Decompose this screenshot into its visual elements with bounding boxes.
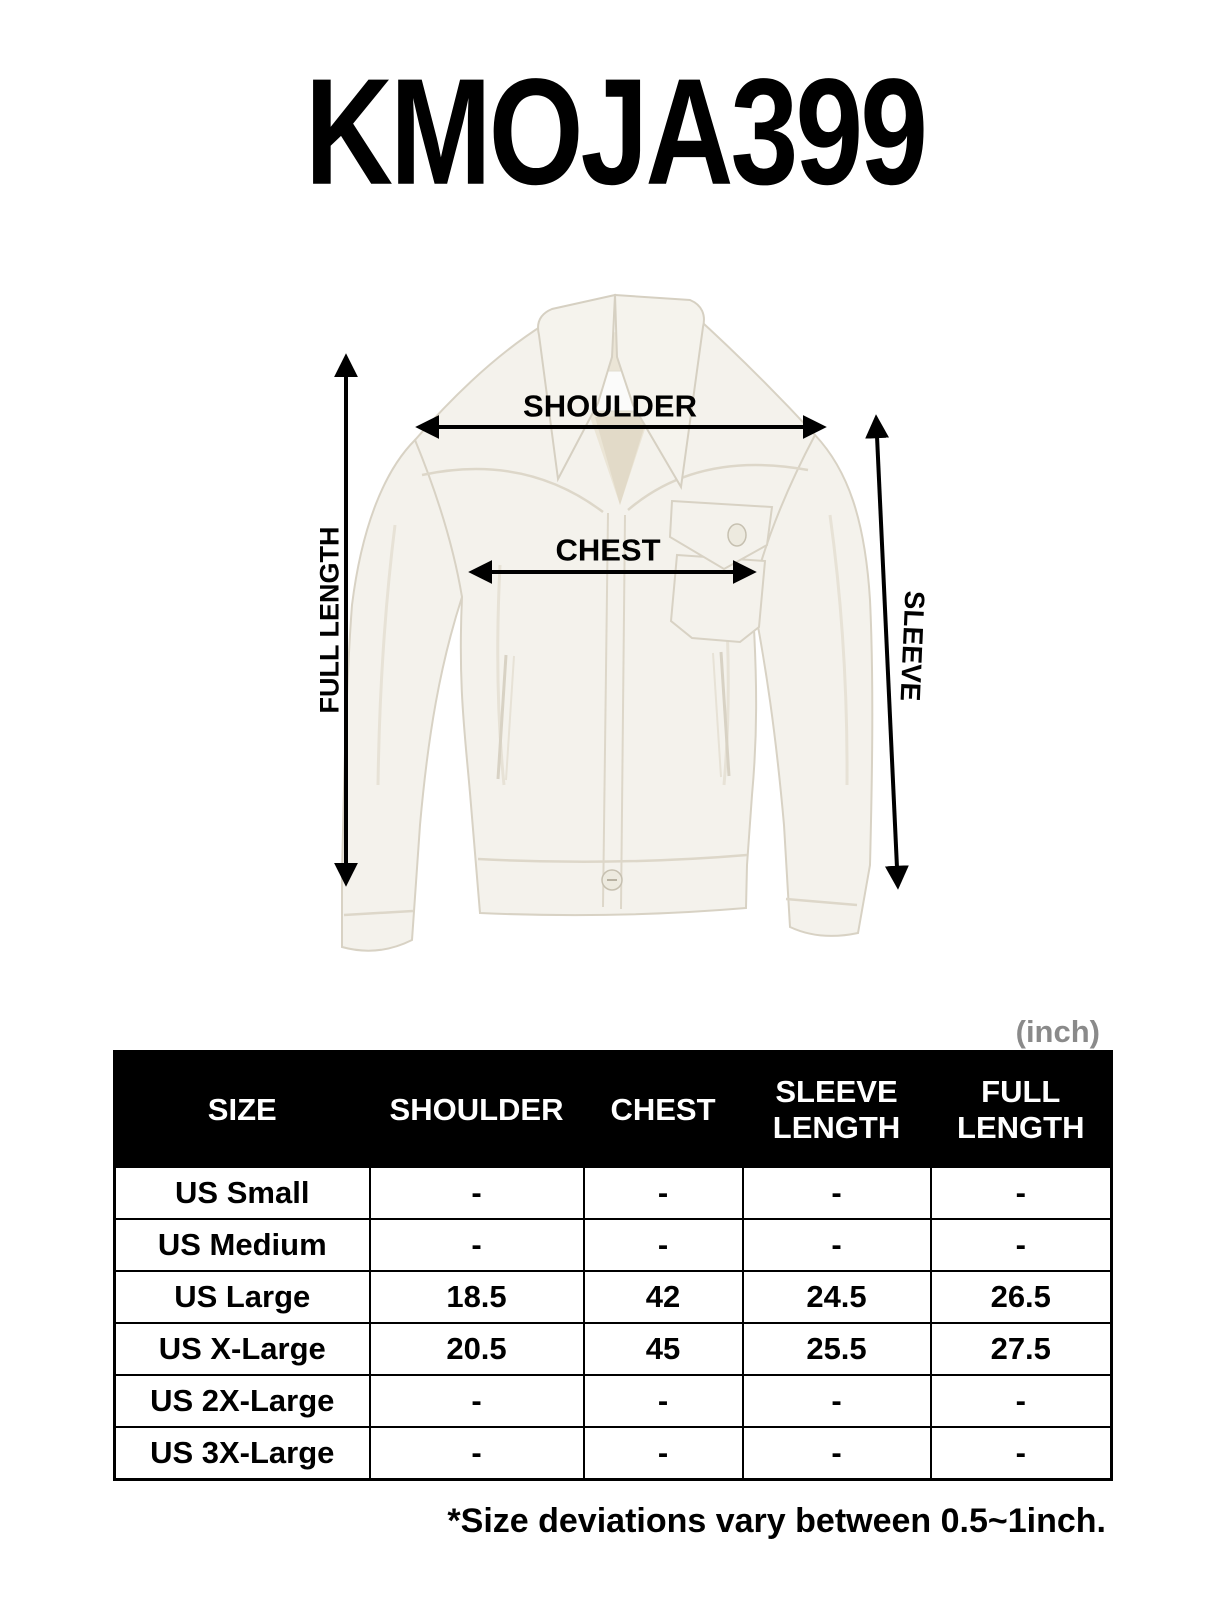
size-deviation-footnote: *Size deviations vary between 0.5~1inch.	[447, 1502, 1106, 1540]
table-header-row: SIZE SHOULDER CHEST SLEEVE LENGTH FULL L…	[113, 1050, 1113, 1168]
right-welt-pocket	[712, 652, 722, 778]
size-cell: US X-Large	[113, 1322, 371, 1376]
value-cell: -	[582, 1374, 744, 1428]
yoke-seam	[627, 463, 809, 511]
hem-seam	[477, 853, 748, 863]
value-cell: -	[741, 1374, 932, 1428]
value-cell: -	[929, 1374, 1113, 1428]
size-cell: US 3X-Large	[113, 1426, 371, 1481]
value-cell: -	[582, 1166, 744, 1220]
fold-line	[376, 524, 397, 786]
value-cell: -	[368, 1374, 585, 1428]
column-header-shoulder: SHOULDER	[368, 1050, 585, 1168]
column-header-size: SIZE	[113, 1050, 371, 1168]
column-header-full-length: FULL LENGTH	[929, 1050, 1113, 1168]
value-cell: 25.5	[741, 1322, 932, 1376]
value-cell: 18.5	[368, 1270, 585, 1324]
sleeve-arrow	[865, 414, 909, 890]
table-row: US Medium - - - -	[113, 1218, 1113, 1272]
size-cell: US Large	[113, 1270, 371, 1324]
size-table: SIZE SHOULDER CHEST SLEEVE LENGTH FULL L…	[113, 1050, 1113, 1481]
left-cuff-seam	[343, 909, 414, 917]
measurement-arrows	[334, 353, 909, 890]
value-cell: 20.5	[368, 1322, 585, 1376]
value-cell: -	[368, 1426, 585, 1481]
value-cell: -	[368, 1218, 585, 1272]
value-cell: 45	[582, 1322, 744, 1376]
value-cell: 26.5	[929, 1270, 1113, 1324]
value-cell: -	[741, 1166, 932, 1220]
right-cuff-seam	[785, 897, 858, 907]
jacket-illustration	[341, 293, 874, 952]
jacket-collar-right	[613, 293, 705, 490]
size-cell: US Medium	[113, 1218, 371, 1272]
right-welt-pocket	[719, 651, 731, 777]
value-cell: -	[582, 1426, 744, 1481]
value-cell: -	[929, 1218, 1113, 1272]
chest-pocket-flap	[668, 499, 774, 571]
left-welt-pocket	[496, 654, 508, 780]
pocket-button	[727, 523, 747, 547]
value-cell: -	[741, 1218, 932, 1272]
value-cell: -	[368, 1166, 585, 1220]
value-cell: 42	[582, 1270, 744, 1324]
column-header-sleeve-length: SLEEVE LENGTH	[741, 1050, 932, 1168]
yoke-seam	[421, 467, 604, 513]
left-welt-pocket	[505, 655, 515, 781]
table-row: US 2X-Large - - - -	[113, 1374, 1113, 1428]
product-code-title: KMOJA399	[304, 47, 928, 216]
value-cell: 24.5	[741, 1270, 932, 1324]
value-cell: -	[929, 1426, 1113, 1481]
table-row: US Small - - - -	[113, 1166, 1113, 1220]
table-row: US X-Large 20.5 45 25.5 27.5	[113, 1322, 1113, 1376]
value-cell: 27.5	[929, 1322, 1113, 1376]
sleeve-measure-label: SLEEVE	[894, 590, 931, 702]
unit-label: (inch)	[1015, 1014, 1100, 1049]
table-row: US Large 18.5 42 24.5 26.5	[113, 1270, 1113, 1324]
shoulder-measure-label: SHOULDER	[523, 388, 697, 424]
value-cell: -	[929, 1166, 1113, 1220]
fold-line	[496, 564, 506, 786]
full-length-measure-label: FULL LENGTH	[314, 526, 345, 714]
value-cell: -	[741, 1426, 932, 1481]
value-cell: -	[582, 1218, 744, 1272]
fold-line	[828, 514, 849, 786]
size-cell: US 2X-Large	[113, 1374, 371, 1428]
table-row: US 3X-Large - - - -	[113, 1426, 1113, 1481]
column-header-chest: CHEST	[582, 1050, 744, 1168]
size-cell: US Small	[113, 1166, 371, 1220]
chest-measure-label: CHEST	[555, 532, 661, 568]
